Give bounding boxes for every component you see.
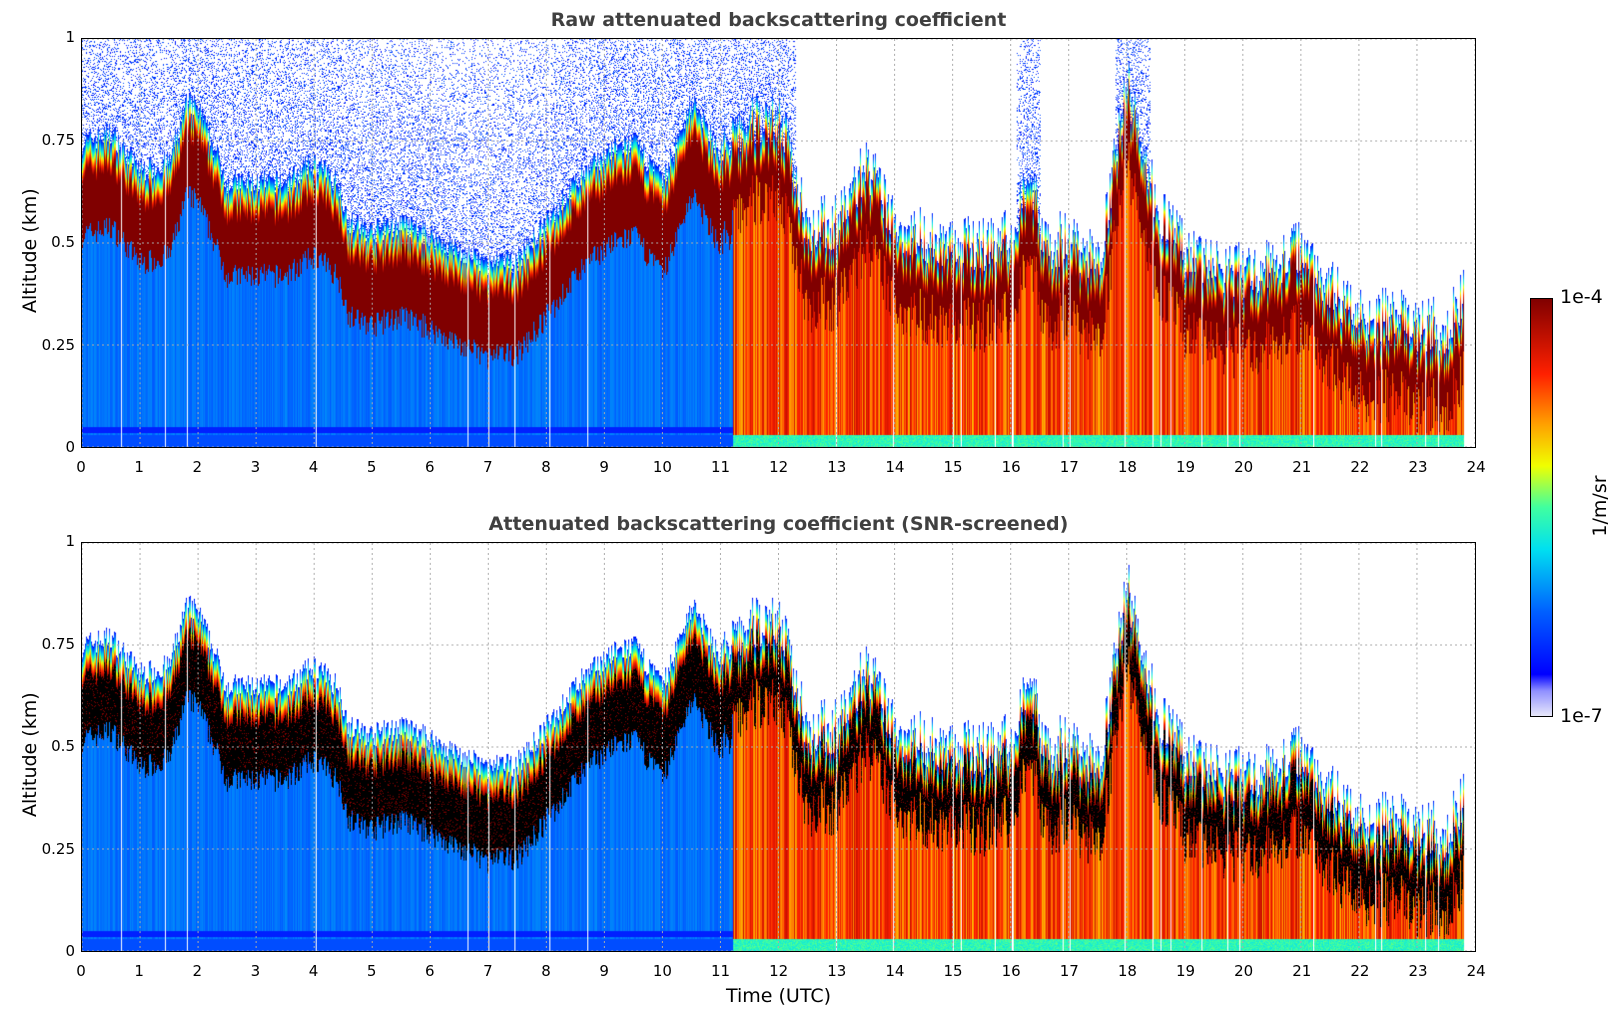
y-tick-label: 0.25 <box>41 839 75 858</box>
x-tick-label: 7 <box>483 458 493 476</box>
heatmap-canvas <box>82 543 1475 951</box>
x-tick-label: 3 <box>250 458 261 476</box>
x-tick-label: 14 <box>885 962 905 980</box>
x-tick-label: 19 <box>1175 458 1196 476</box>
panel-1-title: Raw attenuated backscattering coefficien… <box>550 9 1007 31</box>
x-tick-label: 9 <box>599 458 609 476</box>
colorbar-unit-label: 1/m/sr <box>1589 475 1611 537</box>
x-tick-label: 2 <box>192 962 203 980</box>
x-tick-label: 24 <box>1466 962 1486 980</box>
y-tick-label: 1 <box>65 532 75 550</box>
x-tick-label: 11 <box>710 962 731 980</box>
x-tick-label: 3 <box>250 962 261 980</box>
x-tick-label: 5 <box>366 962 377 980</box>
y-tick-label: 0.25 <box>41 335 75 354</box>
x-tick-label: 10 <box>652 962 672 980</box>
y-tick-label: 1 <box>65 28 75 46</box>
x-tick-label: 10 <box>652 458 672 476</box>
x-tick-label: 4 <box>308 458 319 476</box>
x-tick-label: 8 <box>541 962 551 980</box>
y-tick-label: 0 <box>65 942 75 960</box>
x-tick-label: 22 <box>1350 458 1370 476</box>
x-tick-label: 0 <box>76 962 86 980</box>
x-tick-label: 18 <box>1117 458 1137 476</box>
x-tick-label: 17 <box>1059 458 1079 476</box>
heatmap-canvas <box>82 39 1475 447</box>
x-tick-label: 20 <box>1234 458 1254 476</box>
y-tick-label: 0.75 <box>41 130 75 149</box>
x-tick-label: 0 <box>76 458 86 476</box>
colorbar <box>1530 298 1553 717</box>
x-tick-label: 17 <box>1059 962 1079 980</box>
x-tick-label: 23 <box>1408 962 1428 980</box>
y-tick-label: 0.75 <box>41 634 75 653</box>
x-tick-label: 1 <box>134 962 144 980</box>
x-tick-label: 1 <box>134 458 144 476</box>
y-tick-label: 0.5 <box>51 737 75 755</box>
x-tick-label: 12 <box>769 458 789 476</box>
x-tick-label: 6 <box>425 458 435 476</box>
x-tick-label: 23 <box>1408 458 1428 476</box>
x-tick-label: 5 <box>366 458 377 476</box>
x-tick-label: 15 <box>943 458 963 476</box>
x-tick-label: 22 <box>1350 962 1370 980</box>
x-tick-label: 12 <box>769 962 789 980</box>
panel-2-title: Attenuated backscattering coefficient (S… <box>488 513 1069 535</box>
x-tick-label: 9 <box>599 962 609 980</box>
panel-2-y-label: Altitude (km) <box>19 692 41 817</box>
x-tick-label: 15 <box>943 962 963 980</box>
x-tick-label: 24 <box>1466 458 1486 476</box>
x-tick-label: 21 <box>1292 962 1312 980</box>
x-tick-label: 11 <box>710 458 731 476</box>
x-tick-label: 4 <box>308 962 319 980</box>
x-tick-label: 6 <box>425 962 435 980</box>
x-tick-label: 18 <box>1117 962 1137 980</box>
x-axis-label: Time (UTC) <box>725 985 832 1007</box>
x-tick-label: 16 <box>1001 458 1021 476</box>
x-tick-label: 20 <box>1234 962 1254 980</box>
x-tick-label: 13 <box>827 962 847 980</box>
x-tick-label: 19 <box>1175 962 1196 980</box>
y-tick-label: 0 <box>65 438 75 456</box>
x-tick-label: 7 <box>483 962 493 980</box>
x-tick-label: 21 <box>1292 458 1312 476</box>
panel-1-y-label: Altitude (km) <box>19 188 41 313</box>
x-tick-label: 13 <box>827 458 847 476</box>
x-tick-label: 8 <box>541 458 551 476</box>
y-tick-label: 0.5 <box>51 233 75 251</box>
x-tick-label: 16 <box>1001 962 1021 980</box>
x-tick-label: 2 <box>192 458 203 476</box>
raw-backscatter-heatmap <box>81 38 1476 448</box>
colorbar-max-label: 1e-4 <box>1560 286 1603 308</box>
screened-backscatter-heatmap <box>81 542 1476 952</box>
x-tick-label: 14 <box>885 458 905 476</box>
colorbar-min-label: 1e-7 <box>1560 705 1603 727</box>
